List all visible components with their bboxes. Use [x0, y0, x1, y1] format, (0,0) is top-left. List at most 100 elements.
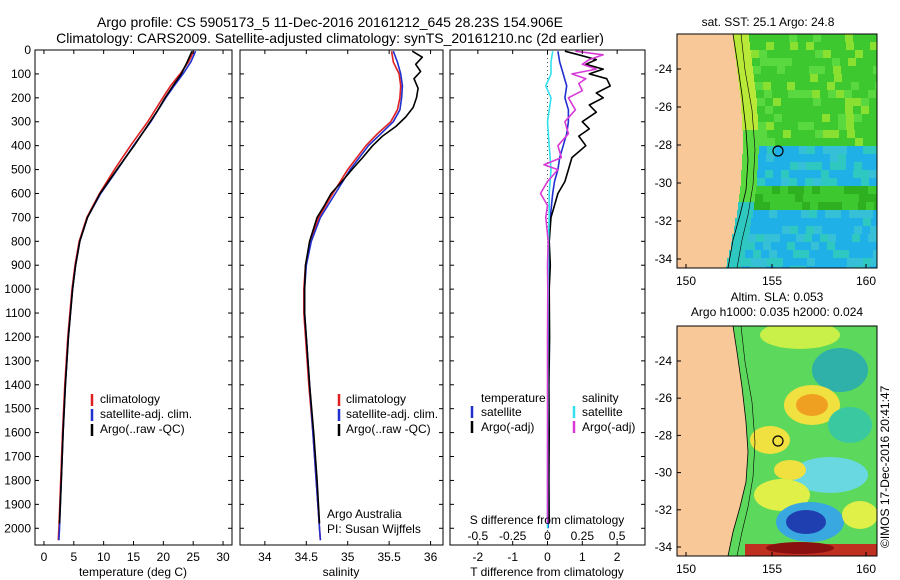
sst-cell [778, 74, 786, 82]
sst-cell [797, 34, 805, 42]
depth-tick-label: 1800 [4, 473, 31, 487]
salinity-xtick-label: 34 [258, 550, 272, 564]
sst-cell [847, 146, 855, 154]
sst-cell [870, 154, 877, 162]
sst-cell [820, 90, 828, 98]
sst-cell [775, 258, 783, 266]
sst-cell [869, 34, 877, 42]
legend-label-satellite: satellite-adj. clim. [346, 407, 438, 421]
sst-cell [764, 186, 772, 194]
sst-cell [863, 50, 871, 58]
sst-cell [774, 122, 782, 130]
sst-cell [837, 178, 845, 186]
sst-cell [809, 250, 817, 258]
map-lat-tick-label: -32 [655, 214, 673, 228]
sst-cell [814, 42, 822, 50]
sst-cell [758, 122, 766, 130]
sst-cell [766, 114, 774, 122]
temperature-xtick-label: 30 [216, 550, 230, 564]
sst-cell [843, 82, 851, 90]
sst-cell [861, 178, 869, 186]
map-lat-tick-label: -34 [655, 540, 673, 554]
sst-cell [852, 186, 860, 194]
sst-cell [781, 34, 789, 42]
sst-cell [805, 34, 813, 42]
sst-cell [858, 202, 866, 210]
sst-cell [831, 130, 839, 138]
sst-cell [865, 66, 873, 74]
sst-cell [867, 242, 875, 250]
temperature-plot-frame [34, 49, 233, 546]
sst-cell [851, 242, 859, 250]
sst-cell [831, 258, 839, 266]
sst-cell [807, 218, 815, 226]
sst-cell [830, 122, 838, 130]
sst-cell [875, 82, 877, 90]
sst-cell [757, 178, 765, 186]
sst-cell [790, 266, 798, 268]
sst-cell [827, 242, 835, 250]
temperature-series-0 [57, 50, 195, 541]
sst-cell [815, 138, 823, 146]
sst-cell [830, 162, 838, 170]
sst-cell [838, 266, 846, 268]
sla-blob [754, 479, 810, 511]
sst-cell [809, 210, 817, 218]
legend-title-salinity: salinity [582, 391, 619, 405]
map-lat-tick-label: -30 [655, 466, 673, 480]
sst-cell [767, 130, 775, 138]
sst-cell [740, 90, 748, 98]
sst-cell [759, 218, 767, 226]
legend-label-t-argo: Argo(-adj) [481, 420, 534, 434]
sst-cell [834, 74, 842, 82]
sst-cell [757, 106, 765, 114]
sla-blob [766, 542, 834, 554]
sst-cell [756, 90, 764, 98]
sst-cell [772, 90, 780, 98]
sst-cell [828, 90, 836, 98]
sst-cell [791, 50, 799, 58]
sst-cell [866, 74, 874, 82]
sst-cell [755, 82, 763, 90]
sst-cell [740, 234, 748, 242]
sst-cell [782, 154, 790, 162]
sst-cell [802, 74, 810, 82]
sst-cell [854, 42, 862, 50]
sst-cell [750, 266, 758, 268]
sst-cell [751, 258, 759, 266]
sst-cell [774, 114, 782, 122]
sst-cell [762, 202, 770, 210]
sst-cell [783, 138, 791, 146]
sst-cell [872, 58, 877, 66]
sst-cell [833, 66, 841, 74]
sst-cell [757, 34, 765, 42]
sst-cell [823, 50, 831, 58]
sst-cell [851, 194, 859, 202]
sst-cell [869, 98, 877, 106]
sst-cell [791, 218, 799, 226]
sst-cell [735, 50, 743, 58]
sst-cell [774, 154, 782, 162]
sst-cell [833, 210, 841, 218]
depth-tick-label: 200 [11, 91, 31, 105]
sst-cell [729, 250, 737, 258]
depth-tick-label: 1000 [4, 282, 31, 296]
sst-cell [736, 58, 744, 66]
sst-cell [732, 234, 740, 242]
sst-cell [740, 186, 748, 194]
sst-cell [742, 122, 750, 130]
sst-cell [798, 266, 806, 268]
sst-cell [782, 114, 790, 122]
sst-cell [789, 106, 797, 114]
sst-cell [815, 218, 823, 226]
sst-cell [863, 218, 871, 226]
sst-cell [859, 242, 867, 250]
sst-cell [810, 74, 818, 82]
sst-cell [790, 114, 798, 122]
sst-cell [759, 258, 767, 266]
sst-cell [817, 210, 825, 218]
sst-cell [773, 98, 781, 106]
sst-cell [779, 194, 787, 202]
sst-cell [753, 210, 761, 218]
sst-cell [828, 186, 836, 194]
